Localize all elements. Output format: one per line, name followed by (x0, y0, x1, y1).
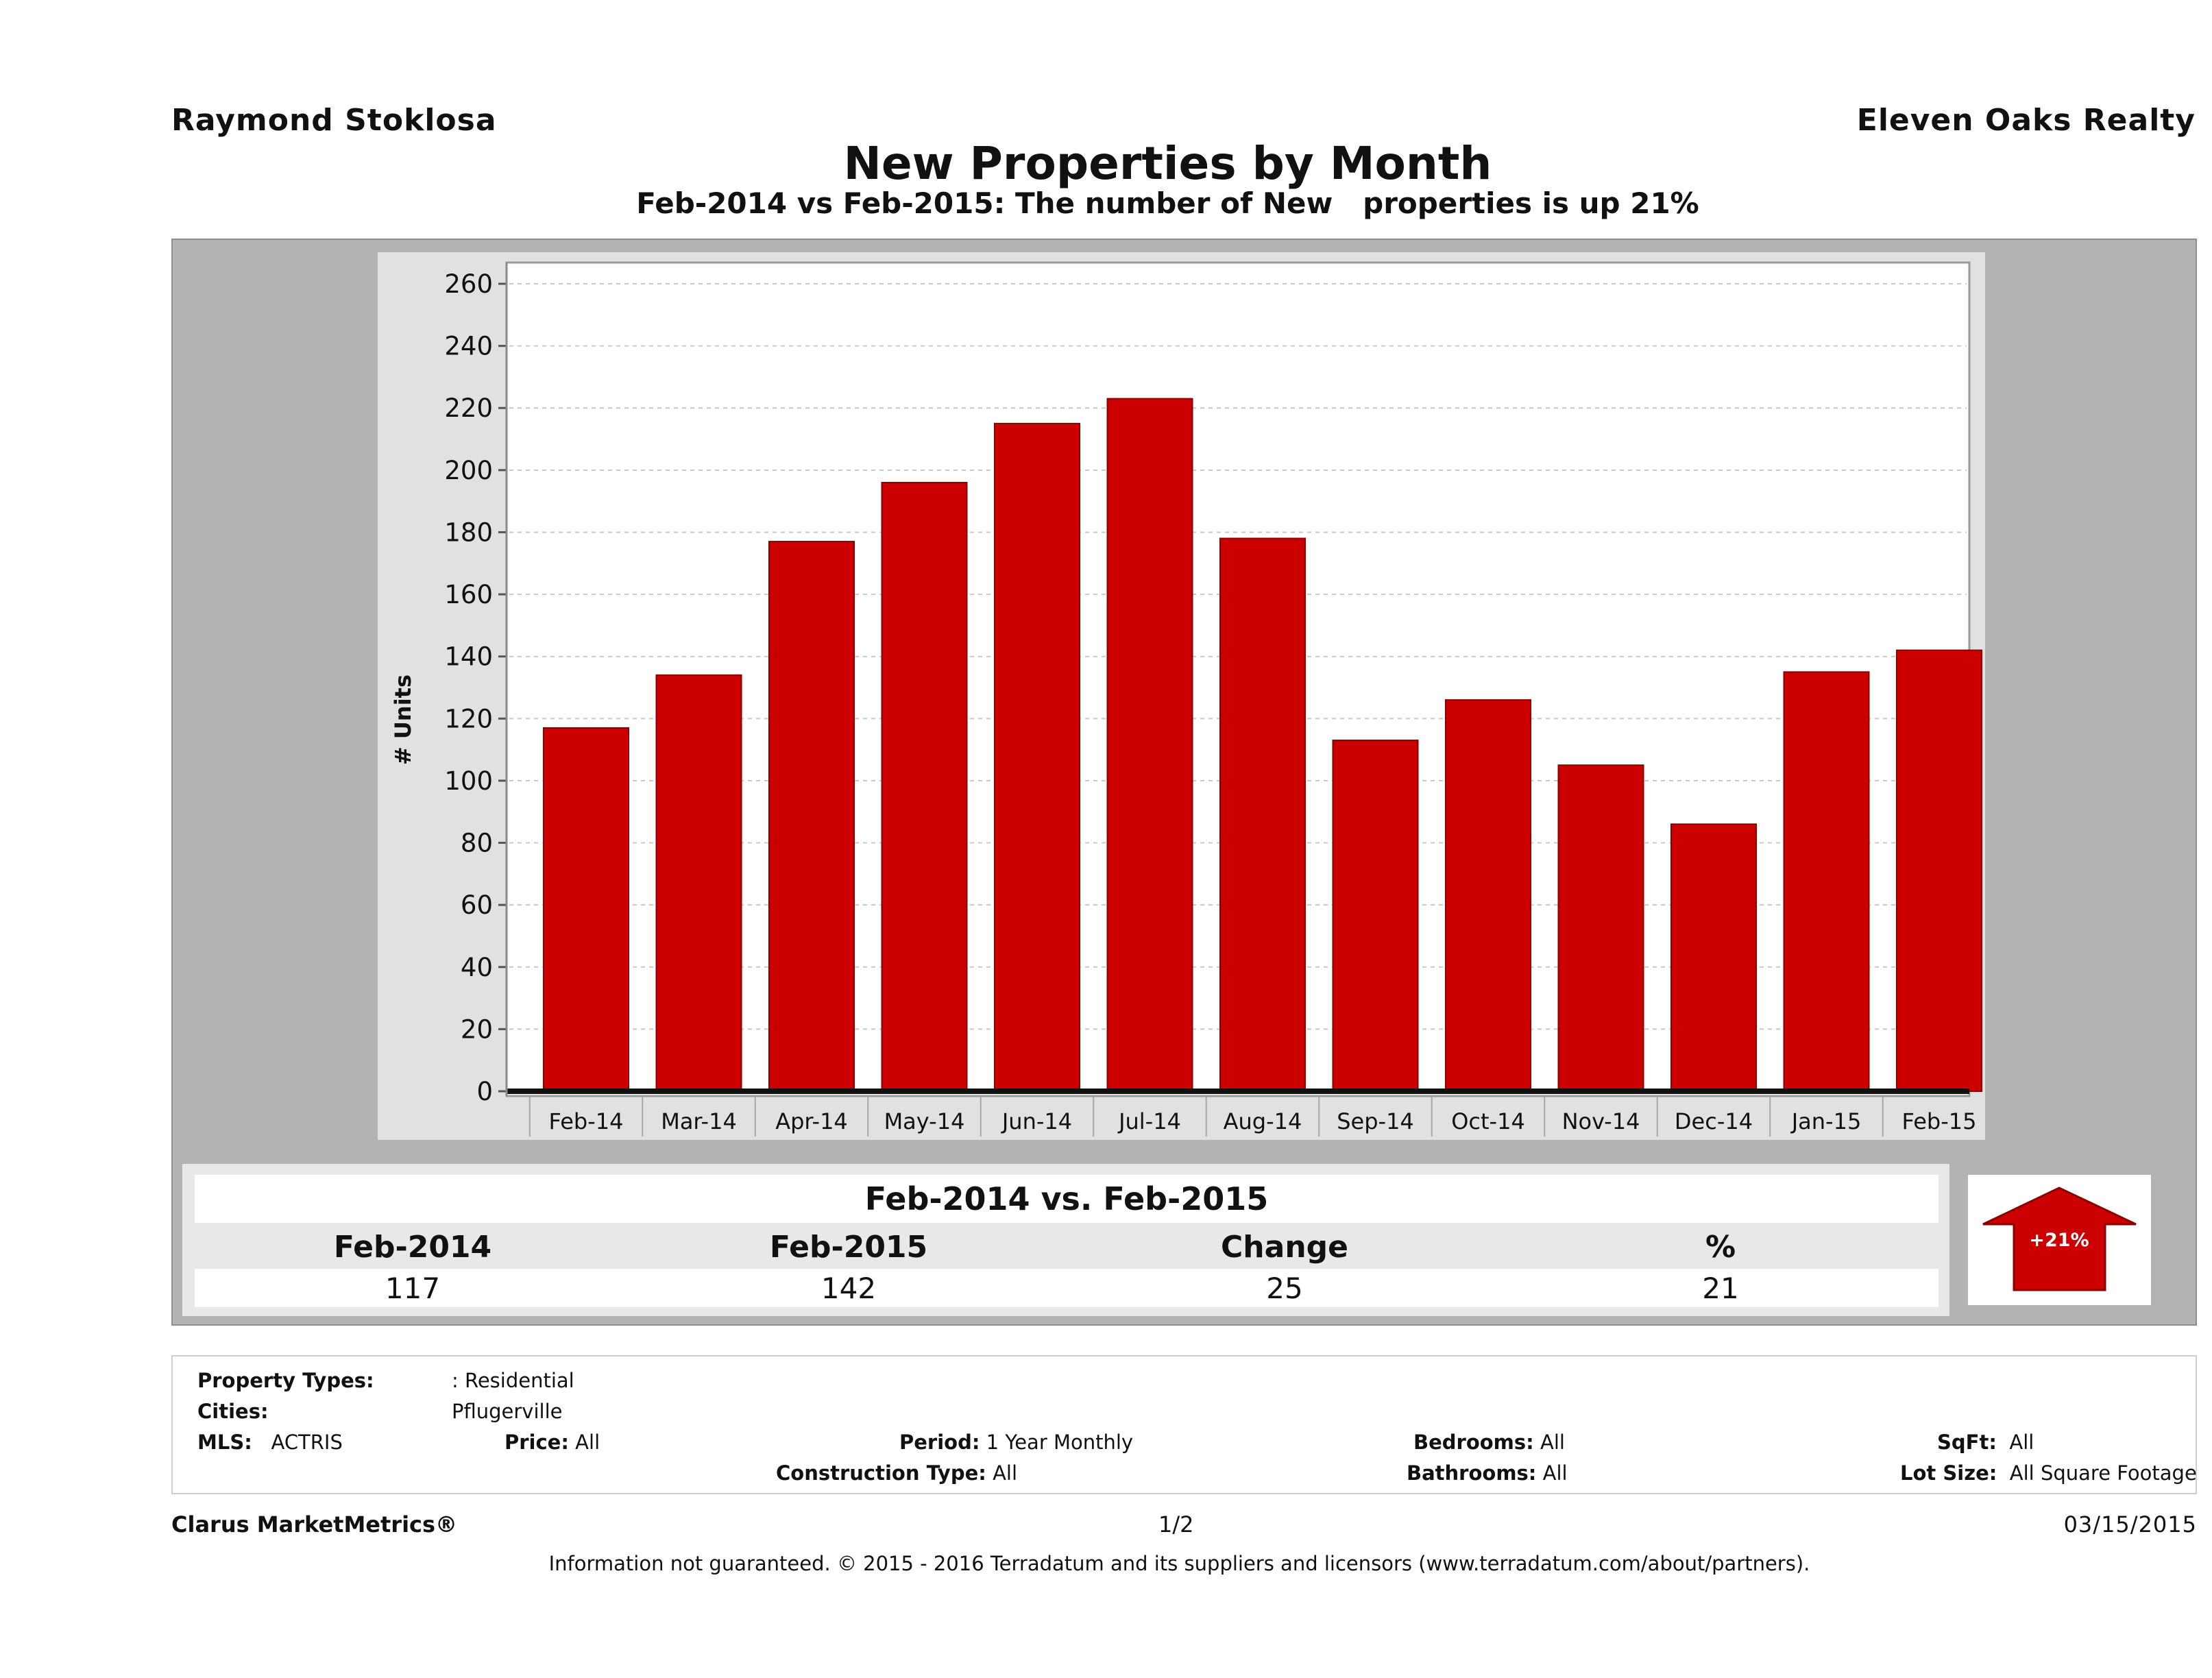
office-name: Eleven Oaks Realty (1856, 103, 2196, 138)
filter-cities-value: Pflugerville (452, 1400, 563, 1423)
summary-header-feb-2015: Feb-2015 (769, 1230, 928, 1265)
agent-name: Raymond Stoklosa (171, 103, 497, 138)
x-tick-label: Jun-14 (1001, 1108, 1072, 1134)
x-tick-label: Oct-14 (1451, 1108, 1525, 1134)
bar-jun-14 (994, 422, 1080, 1092)
summary-header-row: Feb-2014 Feb-2015 Change % (195, 1223, 1938, 1269)
summary-value-change: 25 (1266, 1272, 1303, 1305)
bar-jul-14 (1106, 398, 1193, 1092)
bar-apr-14 (768, 541, 855, 1092)
bar-chart: 0 20 40 60 80 100 120 140 160 180 200 220 240 260 Feb… (390, 261, 1982, 1136)
footer-copyright: Information not guaranteed. © 2015 - 201… (548, 1552, 1810, 1575)
bar-feb-14 (543, 727, 629, 1092)
filter-panel: Property Types: : Residential Cities: Pf… (171, 1355, 2197, 1494)
x-tick-label: Feb-15 (1902, 1108, 1977, 1134)
bar-oct-14 (1445, 699, 1531, 1092)
filter-bedrooms: Bedrooms: All (1413, 1431, 1565, 1454)
footer-brand: Clarus MarketMetrics® (171, 1511, 458, 1537)
y-tick-label: 160 (444, 580, 493, 609)
filter-lot-size: Lot Size: All Square Footage (1900, 1461, 2197, 1485)
x-tick-label: Jan-15 (1790, 1108, 1862, 1134)
filter-bathrooms: Bathrooms: All (1407, 1461, 1568, 1485)
bar-jan-15 (1783, 671, 1870, 1092)
x-tick-label: Mar-14 (661, 1108, 737, 1134)
page-subtitle: Feb-2014 vs Feb-2015: The number of New … (636, 186, 1699, 220)
y-tick-label: 60 (461, 890, 493, 920)
summary-value-percent: 21 (1702, 1272, 1739, 1305)
change-badge-label: +21% (2029, 1230, 2089, 1251)
filter-property-types-value: : Residential (452, 1369, 574, 1392)
bar-may-14 (881, 481, 968, 1092)
bar-nov-14 (1557, 764, 1644, 1092)
bar-feb-15 (1896, 649, 1982, 1092)
y-tick-label: 220 (444, 393, 493, 423)
page-title: New Properties by Month (843, 137, 1492, 190)
x-tick-label: May-14 (884, 1108, 965, 1134)
summary-header-change: Change (1221, 1230, 1348, 1265)
bar-aug-14 (1219, 537, 1306, 1092)
filter-construction-type: Construction Type: All (776, 1461, 1018, 1485)
y-tick-label: 0 (476, 1077, 493, 1106)
y-axis-ticks: 0 20 40 60 80 100 120 140 160 180 200 220 240 260 (444, 269, 507, 1106)
y-tick-label: 120 (444, 704, 493, 733)
filter-mls: MLS: ACTRIS (197, 1431, 343, 1454)
y-tick-label: 40 (461, 953, 493, 982)
filter-period: Period: 1 Year Monthly (899, 1431, 1134, 1454)
summary-header-feb-2014: Feb-2014 (333, 1230, 492, 1265)
summary-value-feb-2014: 117 (385, 1272, 441, 1305)
y-tick-label: 80 (461, 829, 493, 858)
x-axis-ticks: Feb-14 Mar-14 Apr-14 May-14 Jun-14 Jul-14 Aug-… (528, 1097, 1977, 1136)
y-axis-label: # Units (390, 674, 416, 765)
bar-mar-14 (655, 674, 742, 1092)
x-tick-label: Feb-14 (549, 1108, 624, 1134)
x-tick-label: Aug-14 (1224, 1108, 1302, 1134)
footer-page-number: 1/2 (1158, 1511, 1194, 1537)
x-tick-label: Apr-14 (775, 1108, 848, 1134)
y-tick-label: 100 (444, 766, 493, 796)
y-tick-label: 20 (461, 1014, 493, 1044)
x-tick-label: Dec-14 (1675, 1108, 1753, 1134)
y-tick-label: 200 (444, 456, 493, 485)
summary-value-row: 117 142 25 21 (195, 1269, 1938, 1307)
summary-header-percent: % (1705, 1230, 1736, 1265)
filter-sqft: SqFt: All (1937, 1431, 2034, 1454)
up-arrow-icon: +21% (1982, 1187, 2137, 1291)
summary-value-feb-2015: 142 (821, 1272, 877, 1305)
y-tick-label: 180 (444, 518, 493, 547)
bar-dec-14 (1670, 823, 1757, 1092)
x-tick-label: Sep-14 (1337, 1108, 1414, 1134)
summary-title: Feb-2014 vs. Feb-2015 (195, 1175, 1938, 1223)
change-badge: +21% (1968, 1175, 2151, 1305)
bars (543, 398, 1982, 1092)
y-tick-label: 240 (444, 332, 493, 361)
x-tick-label: Nov-14 (1562, 1108, 1640, 1134)
y-tick-label: 260 (444, 269, 493, 299)
filter-price: Price: All (505, 1431, 600, 1454)
y-tick-label: 140 (444, 642, 493, 672)
filter-cities: Cities: (197, 1400, 269, 1423)
x-tick-label: Jul-14 (1117, 1108, 1181, 1134)
bar-sep-14 (1332, 740, 1419, 1092)
footer-date: 03/15/2015 (2063, 1511, 2197, 1537)
filter-property-types: Property Types: (197, 1369, 374, 1392)
